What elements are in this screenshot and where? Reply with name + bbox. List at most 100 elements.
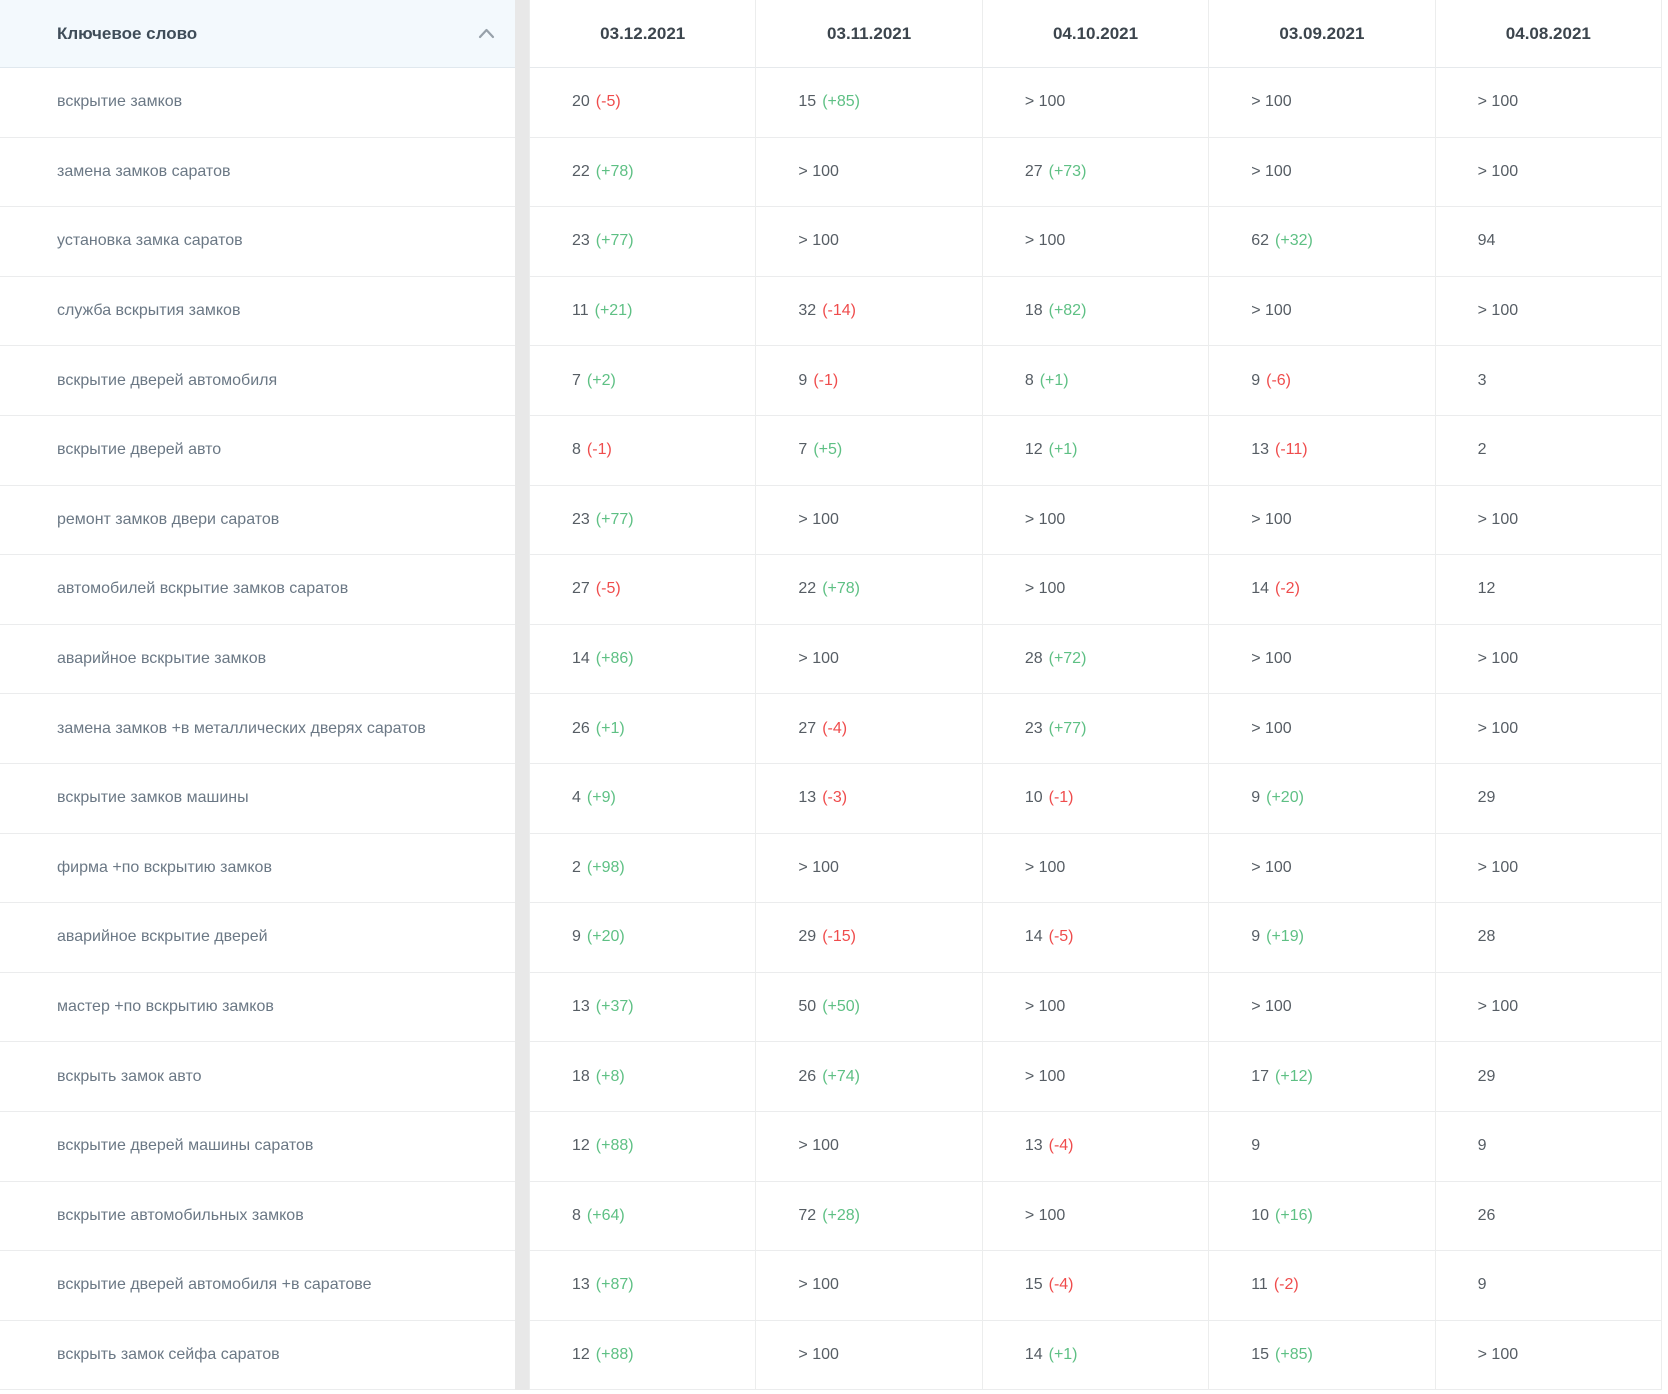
position-change: (-11): [1275, 441, 1308, 459]
position-cell: 23 (+77): [981, 694, 1209, 764]
table-row[interactable]: аварийное вскрытие замков 14 (+86) > 100 28…: [0, 624, 1668, 695]
column-gap: [515, 1251, 529, 1321]
position-change: (-1): [1048, 789, 1074, 807]
position-value: > 100: [798, 1345, 839, 1363]
keyword-cell[interactable]: вскрытие автомобильных замков: [0, 1181, 515, 1252]
table-row[interactable]: мастер +по вскрытию замков 13 (+37) 50 (+50…: [0, 972, 1668, 1043]
column-gap: [515, 1181, 529, 1252]
table-row[interactable]: вскрытие замков 20 (-5) 15 (+85) > 100 > 100 >…: [0, 68, 1668, 138]
keyword-label: аварийное вскрытие дверей: [57, 928, 268, 946]
table-row[interactable]: вскрытие автомобильных замков 8 (+64) 72 (+…: [0, 1181, 1668, 1252]
position-value: > 100: [1024, 232, 1066, 250]
position-cells: 8 (-1) 7 (+5) 12 (+1) 13 (-11) 2: [529, 415, 1662, 486]
table-row[interactable]: автомобилей вскрытие замков саратов 27 (-…: [0, 555, 1668, 625]
table-row[interactable]: вскрытие дверей машины саратов 12 (+88) > …: [0, 1111, 1668, 1182]
position-value: 26: [1477, 1206, 1496, 1224]
keyword-cell[interactable]: вскрытие дверей авто: [0, 415, 515, 486]
table-row[interactable]: вскрытие дверей автомобиля 7 (+2) 9 (-1) 8 (+…: [0, 346, 1668, 416]
table-row[interactable]: аварийное вскрытие дверей 9 (+20) 29 (-15) 1…: [0, 903, 1668, 973]
keyword-cell[interactable]: вскрыть замок сейфа саратов: [0, 1320, 515, 1391]
right-pad: [1662, 972, 1668, 1043]
date-column-header[interactable]: 03.09.2021: [1208, 0, 1435, 68]
keyword-cell[interactable]: вскрыть замок авто: [0, 1042, 515, 1112]
right-pad: [1662, 415, 1668, 486]
position-change: (+2): [586, 371, 616, 389]
position-value: 29: [1477, 789, 1496, 807]
date-column-header[interactable]: 03.12.2021: [529, 0, 756, 68]
keyword-label: аварийное вскрытие замков: [57, 650, 267, 668]
position-change: (-6): [1266, 371, 1292, 389]
table-row[interactable]: вскрыть замок сейфа саратов 12 (+88) > 100…: [0, 1320, 1668, 1391]
table-header-row: Ключевое слово 03.12.2021 03.11.2021 04.10…: [0, 0, 1668, 68]
table-row[interactable]: вскрытие дверей авто 8 (-1) 7 (+5) 12 (+1) 13 (…: [0, 415, 1668, 486]
table-row[interactable]: вскрытие дверей автомобиля +в саратове 1…: [0, 1251, 1668, 1321]
position-value: 15: [1024, 1276, 1043, 1294]
keyword-cell[interactable]: вскрытие замков машины: [0, 763, 515, 834]
position-cell: 28: [1434, 903, 1662, 973]
keyword-cell[interactable]: вскрытие дверей автомобиля +в саратове: [0, 1251, 515, 1321]
position-change: (+87): [595, 1276, 634, 1294]
position-cell: 14 (+86): [529, 624, 756, 695]
position-value: > 100: [1477, 998, 1519, 1016]
keyword-cell[interactable]: аварийное вскрытие замков: [0, 624, 515, 695]
right-pad: [1662, 1042, 1668, 1112]
position-change: (+86): [595, 650, 634, 668]
position-cell: 15 (-4): [981, 1251, 1209, 1321]
position-cells: 18 (+8) 26 (+74) > 100 17 (+12) 29: [529, 1042, 1662, 1112]
keyword-label: вскрытие автомобильных замков: [57, 1206, 304, 1224]
position-cell: 9 (-6): [1208, 346, 1435, 416]
position-value: > 100: [798, 858, 839, 876]
keyword-cell[interactable]: автомобилей вскрытие замков саратов: [0, 555, 515, 625]
chevron-up-icon[interactable]: [478, 28, 495, 39]
table-row[interactable]: фирма +по вскрытию замков 2 (+98) > 100 > 1…: [0, 833, 1668, 904]
position-cell: 8 (+64): [529, 1181, 756, 1252]
table-row[interactable]: замена замков +в металлических дверях са…: [0, 694, 1668, 764]
position-cells: 26 (+1) 27 (-4) 23 (+77) > 100 > 100: [529, 694, 1662, 764]
keyword-label: фирма +по вскрытию замков: [57, 858, 272, 876]
column-gap: [515, 903, 529, 973]
keyword-cell[interactable]: замена замков саратов: [0, 137, 515, 208]
keyword-cell[interactable]: мастер +по вскрытию замков: [0, 972, 515, 1043]
date-column-header[interactable]: 03.11.2021: [755, 0, 982, 68]
position-cells: 7 (+2) 9 (-1) 8 (+1) 9 (-6) 3: [529, 346, 1662, 416]
keyword-label: вскрытие дверей автомобиля +в саратове: [57, 1276, 372, 1294]
date-column-header[interactable]: 04.08.2021: [1434, 0, 1662, 68]
keyword-cell[interactable]: служба вскрытия замков: [0, 276, 515, 347]
position-change: (+98): [586, 858, 625, 876]
table-row[interactable]: установка замка саратов 23 (+77) > 100 > 10…: [0, 207, 1668, 277]
position-change: (+72): [1048, 650, 1087, 668]
position-change: (-2): [1273, 1276, 1299, 1294]
right-pad: [1662, 137, 1668, 208]
column-gap: [515, 972, 529, 1043]
position-cell: 15 (+85): [755, 68, 982, 138]
position-cells: 4 (+9) 13 (-3) 10 (-1) 9 (+20) 29: [529, 763, 1662, 834]
keyword-cell[interactable]: установка замка саратов: [0, 207, 515, 277]
table-row[interactable]: замена замков саратов 22 (+78) > 100 27 (+73…: [0, 137, 1668, 208]
table-row[interactable]: служба вскрытия замков 11 (+21) 32 (-14) 18 (…: [0, 276, 1668, 347]
position-value: 11: [572, 302, 589, 320]
keyword-cell[interactable]: вскрытие дверей машины саратов: [0, 1111, 515, 1182]
right-pad: [1662, 833, 1668, 904]
keyword-cell[interactable]: вскрытие замков: [0, 68, 515, 138]
keyword-cell[interactable]: ремонт замков двери саратов: [0, 485, 515, 556]
position-value: > 100: [1477, 93, 1519, 111]
position-cell: > 100: [981, 1042, 1209, 1112]
position-cell: 28 (+72): [981, 624, 1209, 695]
position-value: 12: [1024, 441, 1043, 459]
keyword-cell[interactable]: вскрытие дверей автомобиля: [0, 346, 515, 416]
position-value: > 100: [1477, 510, 1519, 528]
position-change: (-4): [1048, 1276, 1074, 1294]
keyword-cell[interactable]: аварийное вскрытие дверей: [0, 903, 515, 973]
date-column-header[interactable]: 04.10.2021: [981, 0, 1209, 68]
position-cell: 13 (+87): [529, 1251, 756, 1321]
keyword-cell[interactable]: фирма +по вскрытию замков: [0, 833, 515, 904]
table-row[interactable]: вскрытие замков машины 4 (+9) 13 (-3) 10 (-1)…: [0, 763, 1668, 834]
position-value: 22: [798, 580, 817, 598]
table-row[interactable]: вскрыть замок авто 18 (+8) 26 (+74) > 100 17 (…: [0, 1042, 1668, 1112]
position-change: (-5): [1048, 928, 1074, 946]
position-cells: 11 (+21) 32 (-14) 18 (+82) > 100 > 100: [529, 276, 1662, 347]
table-row[interactable]: ремонт замков двери саратов 23 (+77) > 100…: [0, 485, 1668, 556]
keyword-column-header[interactable]: Ключевое слово: [0, 0, 515, 68]
position-cell: > 100: [1208, 972, 1435, 1043]
keyword-cell[interactable]: замена замков +в металлических дверях са…: [0, 694, 515, 764]
